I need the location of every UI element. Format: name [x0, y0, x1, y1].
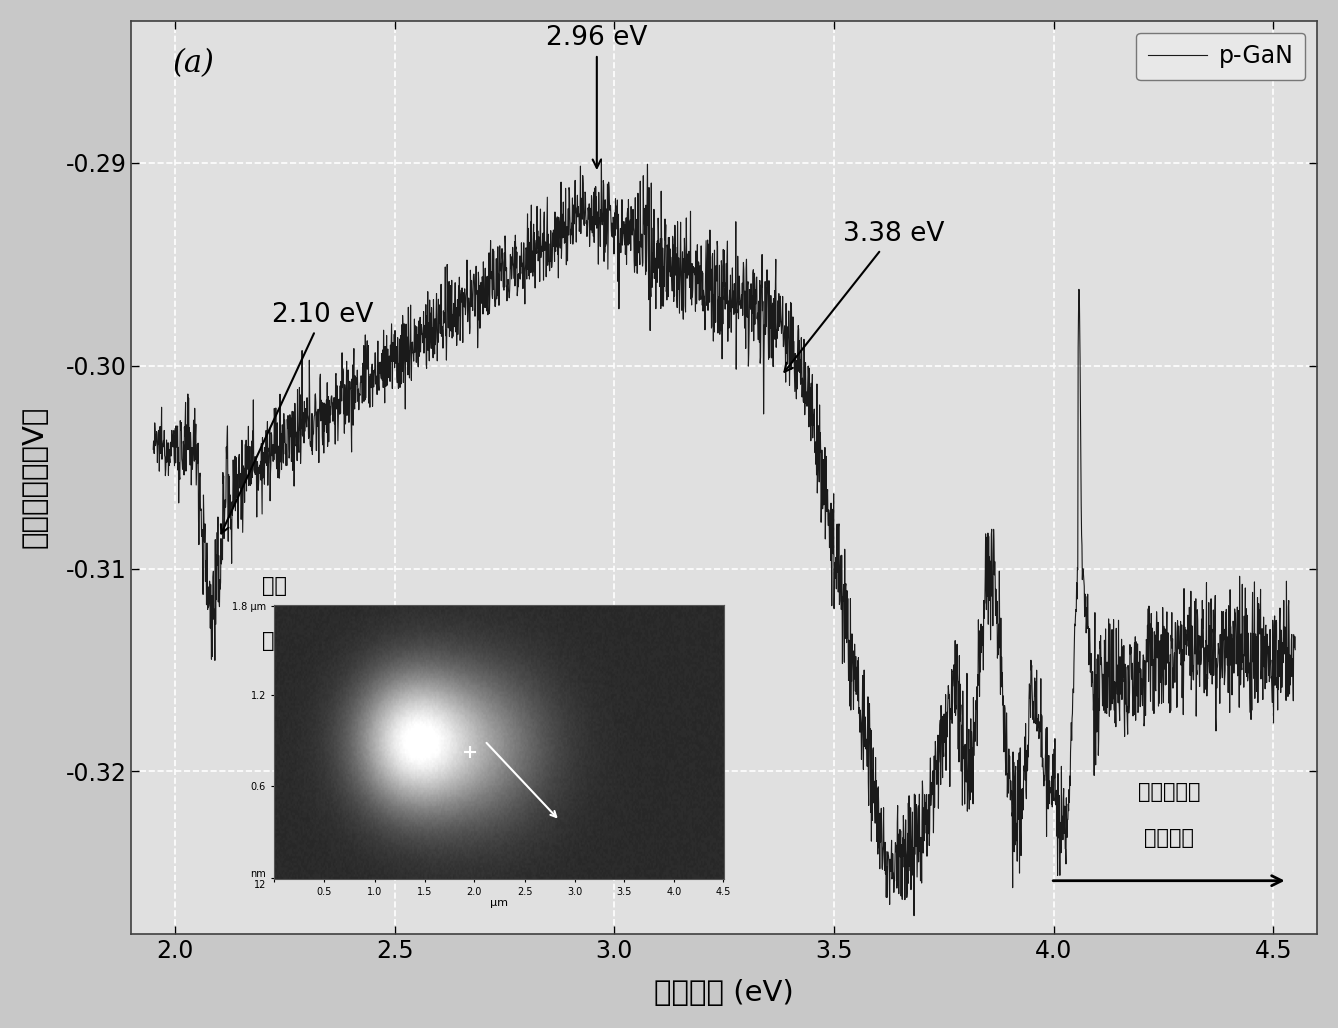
Text: 图像: 图像	[262, 630, 286, 651]
p-GaN	[145, 443, 161, 455]
Y-axis label: 接触电势差（V）: 接触电势差（V）	[21, 406, 48, 548]
p-GaN	[343, 411, 359, 424]
p-GaN	[1266, 717, 1282, 729]
Text: 3.38 eV: 3.38 eV	[784, 221, 945, 372]
Text: 2.10 eV: 2.10 eV	[221, 302, 373, 534]
p-GaN	[1143, 695, 1159, 707]
Line: p-GaN: p-GaN	[153, 159, 1295, 916]
p-GaN	[583, 224, 599, 236]
p-GaN	[276, 456, 292, 469]
p-GaN	[633, 241, 649, 253]
Text: 形貌: 形貌	[262, 576, 286, 596]
Text: 入射光频率: 入射光频率	[1137, 782, 1200, 802]
X-axis label: 光子能量 (eV): 光子能量 (eV)	[654, 979, 793, 1007]
Text: 扫描方向: 扫描方向	[1144, 828, 1193, 848]
Text: (a): (a)	[173, 48, 214, 79]
p-GaN	[906, 910, 922, 922]
p-GaN	[593, 153, 609, 166]
Legend: p-GaN: p-GaN	[1136, 33, 1306, 80]
p-GaN	[1287, 644, 1303, 656]
Text: 2.96 eV: 2.96 eV	[546, 26, 648, 168]
